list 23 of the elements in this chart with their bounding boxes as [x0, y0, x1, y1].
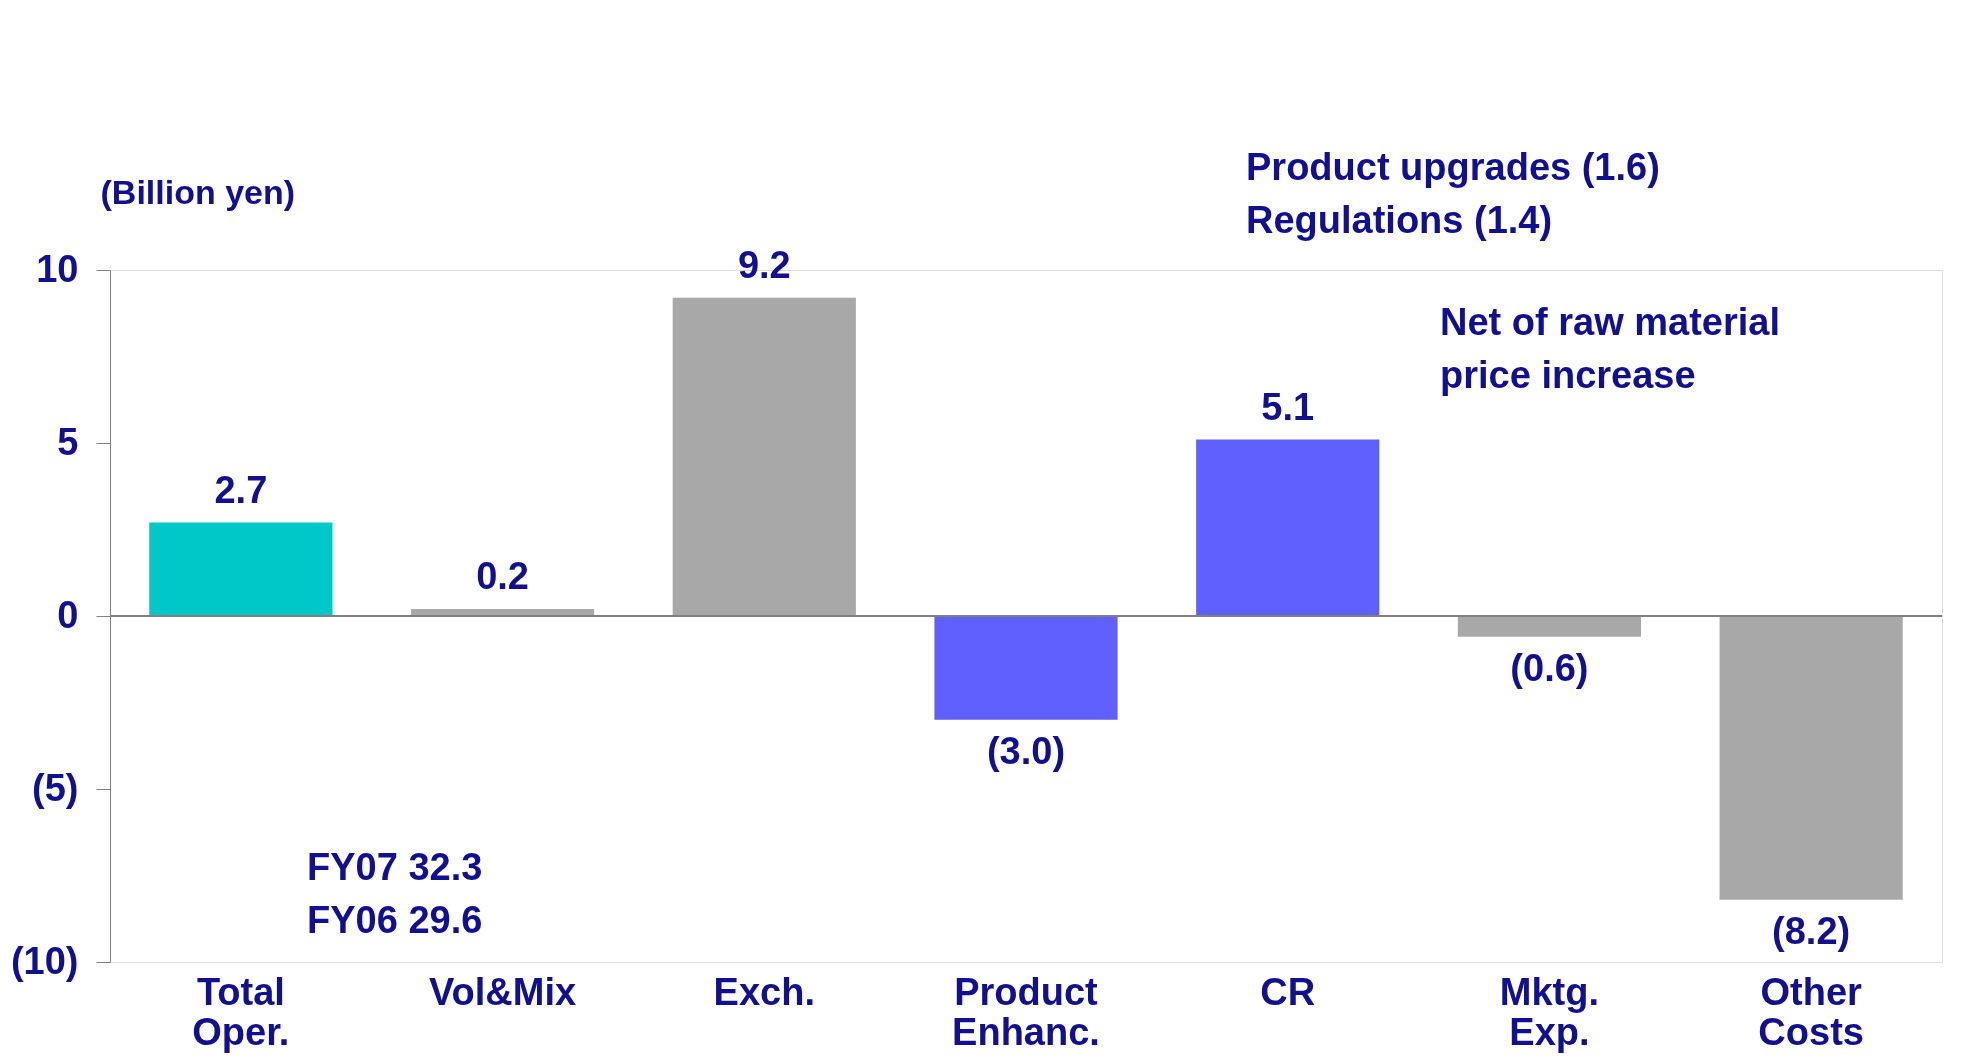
x-tick-label: Vol&Mix [429, 970, 577, 1013]
x-tick-label: Exch. [713, 970, 815, 1013]
x-tick-label: Other Costs [1758, 970, 1864, 1053]
data-label: (8.2) [1772, 909, 1851, 952]
data-label: (3.0) [986, 729, 1066, 772]
y-tick-label: 10 [36, 247, 79, 290]
data-label: 0.2 [476, 555, 529, 598]
y-tick-label: (5) [32, 766, 79, 809]
data-label: 5.1 [1261, 385, 1315, 428]
annotation: Net of raw material price increase [1440, 301, 1780, 396]
x-tick-label: Mktg. Exp. [1499, 970, 1600, 1053]
y-axis-title: (Billion yen) [100, 172, 296, 211]
text: Product upgrades (1.6) Regulations (1.4) [1246, 146, 1660, 241]
y-tick-label: 5 [57, 420, 79, 463]
data-label: 9.2 [737, 243, 791, 286]
x-tick-label: CR [1260, 970, 1316, 1013]
x-tick-label: Product Enhanc. [952, 970, 1100, 1053]
data-label: (0.6) [1510, 646, 1589, 689]
y-tick-label: (10) [10, 939, 79, 982]
y-tick-label: 0 [57, 593, 79, 636]
data-label: 2.7 [214, 468, 268, 511]
annotation: FY07 32.3 FY06 29.6 [307, 846, 483, 941]
x-tick-label: Total Oper. [192, 970, 290, 1053]
